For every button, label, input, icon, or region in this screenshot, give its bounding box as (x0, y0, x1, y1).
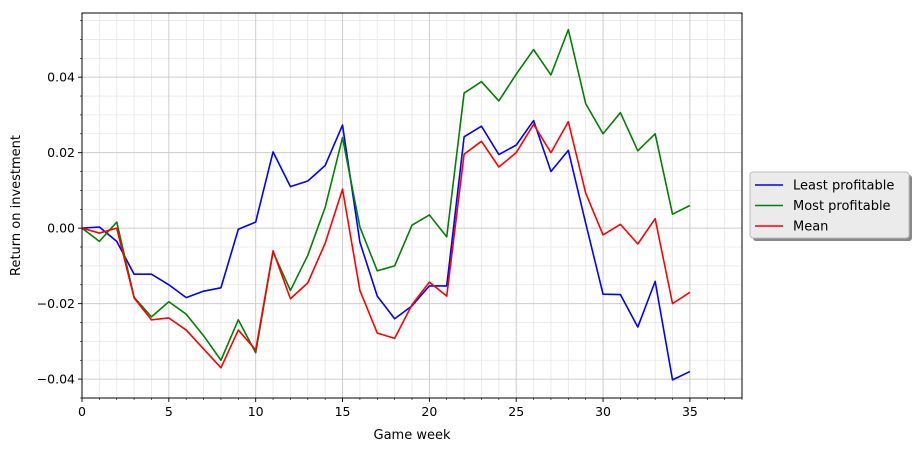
legend-entry-label: Mean (793, 220, 828, 235)
x-tick-label: 5 (165, 404, 173, 419)
x-tick-label: 20 (421, 404, 437, 419)
y-tick-label: −0.02 (37, 296, 75, 311)
y-tick-label: 0.04 (47, 70, 75, 85)
legend-entry-label: Most profitable (793, 199, 891, 214)
x-tick-label: 0 (78, 404, 86, 419)
y-tick-label: −0.04 (37, 372, 75, 387)
x-axis: 0 5 10 15 20 25 30 35 (78, 398, 743, 419)
x-tick-label: 30 (595, 404, 611, 419)
y-axis: −0.04 −0.02 0.00 0.02 0.04 (37, 20, 82, 399)
y-axis-label: Return on investment (9, 135, 24, 276)
x-tick-label: 25 (508, 404, 524, 419)
x-tick-label: 10 (248, 404, 264, 419)
legend-box (749, 171, 910, 239)
x-tick-label: 35 (682, 404, 698, 419)
series-layer (81, 28, 691, 381)
y-tick-label: 0.02 (47, 145, 75, 160)
legend: Least profitable Most profitable Mean (749, 171, 912, 241)
x-axis-label: Game week (374, 428, 451, 443)
x-tick-label: 15 (335, 404, 351, 419)
legend-entry-label: Least profitable (793, 179, 894, 194)
series-line-mean (81, 120, 691, 369)
series-line-least-profitable (81, 119, 691, 381)
series-line-most-profitable (81, 28, 691, 362)
y-tick-label: 0.00 (47, 221, 75, 236)
